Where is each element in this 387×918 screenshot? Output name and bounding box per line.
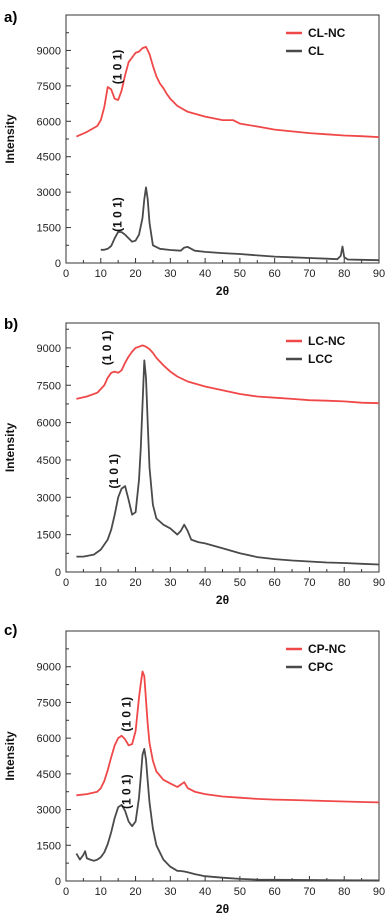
x-tick-label: 30 — [164, 577, 176, 589]
x-tick-label: 60 — [269, 268, 281, 280]
y-axis-title: Intensity — [3, 114, 17, 164]
x-tick-label: 30 — [164, 268, 176, 280]
legend-label: CP-NC — [308, 642, 346, 656]
x-tick-label: 80 — [338, 268, 350, 280]
x-tick-label: 90 — [373, 268, 385, 280]
x-tick-label: 50 — [234, 577, 246, 589]
y-tick-label: 3000 — [37, 805, 61, 817]
series-line-cl — [100, 186, 380, 262]
series-line-lcc — [76, 359, 380, 566]
y-tick-label: 9000 — [37, 45, 61, 57]
y-tick-label: 4500 — [37, 455, 61, 467]
y-tick-label: 0 — [55, 258, 61, 270]
panel-label: a) — [4, 9, 17, 26]
x-tick-label: 40 — [199, 886, 211, 898]
y-tick-label: 0 — [55, 567, 61, 579]
x-tick-label: 20 — [129, 268, 141, 280]
x-tick-label: 50 — [234, 268, 246, 280]
x-tick-label: 70 — [303, 268, 315, 280]
y-tick-label: 9000 — [37, 662, 61, 674]
legend-label: CL-NC — [308, 26, 346, 40]
y-tick-label: 6000 — [37, 733, 61, 745]
x-tick-label: 60 — [269, 886, 281, 898]
peak-annotation: (1 0 1) — [111, 50, 125, 85]
series-line-cpc — [75, 748, 380, 882]
y-tick-label: 0 — [55, 876, 61, 888]
y-tick-label: 4500 — [37, 769, 61, 781]
peak-annotation: (1 0 1) — [100, 331, 114, 366]
x-tick-label: 70 — [303, 577, 315, 589]
y-tick-label: 3000 — [37, 492, 61, 504]
y-tick-label: 1500 — [37, 530, 61, 542]
y-tick-label: 6000 — [37, 418, 61, 430]
y-tick-label: 7500 — [37, 81, 61, 93]
x-tick-label: 80 — [338, 886, 350, 898]
legend-label: CL — [308, 44, 324, 58]
legend-label: LCC — [308, 352, 333, 366]
x-tick-label: 60 — [269, 577, 281, 589]
panel-label: c) — [4, 622, 17, 639]
y-tick-label: 7500 — [37, 697, 61, 709]
x-tick-label: 50 — [234, 886, 246, 898]
x-tick-label: 10 — [95, 577, 107, 589]
x-tick-label: 90 — [373, 577, 385, 589]
x-tick-label: 30 — [164, 886, 176, 898]
x-axis-title: 2θ — [216, 902, 229, 916]
y-tick-label: 7500 — [37, 380, 61, 392]
panel-label: b) — [4, 316, 18, 333]
x-axis-title: 2θ — [216, 284, 229, 298]
series-line-lc-nc — [76, 344, 380, 405]
peak-annotation: (1 0 1) — [111, 197, 125, 232]
y-tick-label: 1500 — [37, 223, 61, 235]
series-line-cl-nc — [76, 46, 380, 138]
chart-panel-2: 0 10 20 30 40 50 60 70 80 90 0 1500 3000 4500 6000 7500… — [3, 316, 385, 607]
x-tick-label: 10 — [95, 268, 107, 280]
x-tick-label: 10 — [95, 886, 107, 898]
peak-annotation: (1 0 1) — [119, 774, 133, 809]
peak-annotation: (1 0 1) — [119, 697, 133, 732]
peak-annotation: (1 0 1) — [107, 454, 121, 489]
x-tick-label: 40 — [199, 577, 211, 589]
legend-label: CPC — [308, 660, 334, 674]
x-tick-label: 20 — [129, 886, 141, 898]
y-tick-label: 4500 — [37, 152, 61, 164]
x-axis-title: 2θ — [216, 593, 229, 607]
x-tick-label: 0 — [63, 886, 69, 898]
x-tick-label: 0 — [63, 268, 69, 280]
series-line-cp-nc — [76, 670, 380, 804]
x-tick-label: 70 — [303, 886, 315, 898]
x-tick-label: 90 — [373, 886, 385, 898]
chart-panel-1: 0 10 20 30 40 50 60 70 80 90 0 1500 3000 4500 6000 7500… — [3, 9, 385, 298]
y-tick-label: 1500 — [37, 840, 61, 852]
y-tick-label: 6000 — [37, 116, 61, 128]
y-axis-title: Intensity — [3, 423, 17, 473]
x-tick-label: 80 — [338, 577, 350, 589]
x-tick-label: 40 — [199, 268, 211, 280]
y-tick-label: 3000 — [37, 187, 61, 199]
legend-label: LC-NC — [308, 334, 346, 348]
y-axis-title: Intensity — [3, 731, 17, 781]
chart-panel-3: 0 10 20 30 40 50 60 70 80 90 0 1500 3000 4500 6000 7500… — [3, 622, 385, 916]
x-tick-label: 20 — [129, 577, 141, 589]
x-tick-label: 0 — [63, 577, 69, 589]
y-tick-label: 9000 — [37, 343, 61, 355]
